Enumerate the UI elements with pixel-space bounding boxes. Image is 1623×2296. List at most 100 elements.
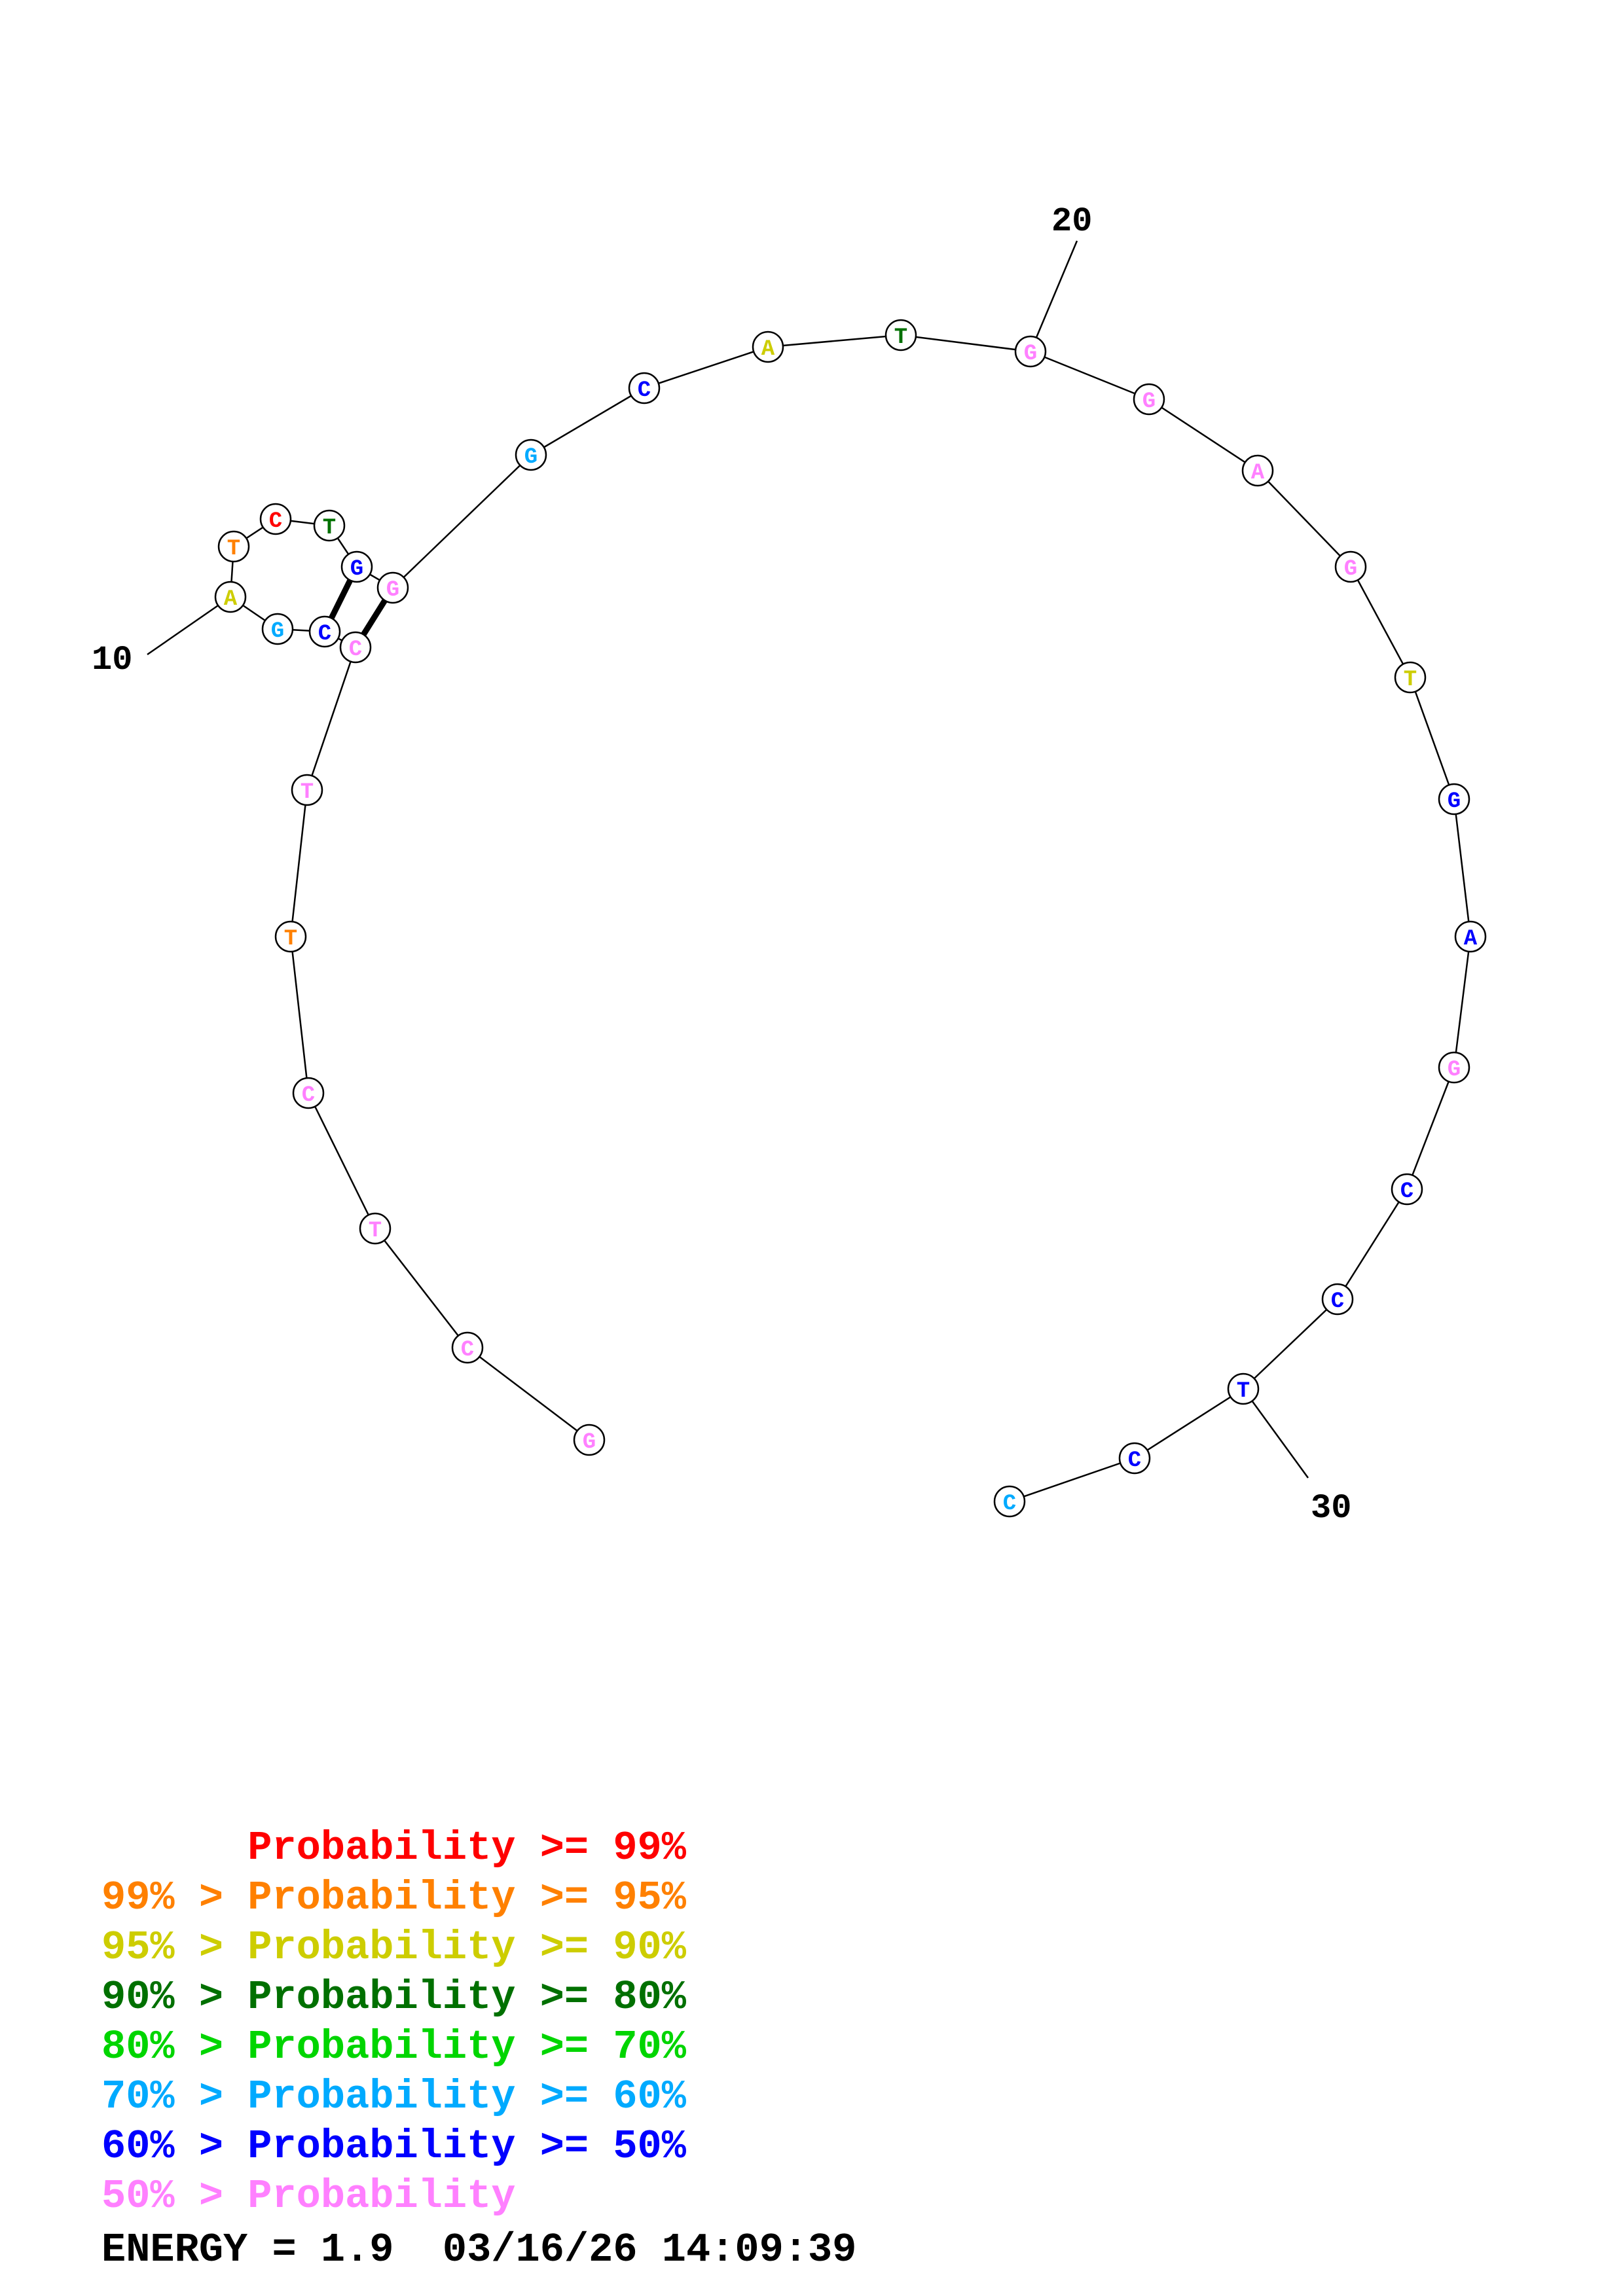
nucleotide-circle: [376, 571, 409, 604]
nucleotide: T: [291, 774, 323, 806]
backbone-segment: [289, 789, 308, 937]
backbone-segment: [306, 647, 357, 791]
nucleotide-circle: [259, 503, 292, 535]
backbone-segment: [767, 334, 902, 348]
nucleotide: T: [274, 920, 307, 953]
nucleotide: C: [628, 372, 661, 404]
nucleotide: C: [1391, 1173, 1423, 1206]
legend-row: 50% > Probability: [101, 2173, 516, 2219]
nucleotide: G: [1438, 783, 1470, 816]
nucleotide-letter: C: [1003, 1492, 1016, 1516]
energy-text: ENERGY = 1.9 03/16/26 14:09:39: [101, 2227, 857, 2273]
nucleotide-letter: T: [323, 516, 336, 541]
nucleotide: T: [884, 319, 917, 351]
nucleotide-circle: [340, 550, 373, 583]
nucleotide-letter: G: [386, 578, 399, 603]
nucleotide: G: [1334, 550, 1367, 583]
nucleotide: T: [217, 530, 250, 563]
nucleotide-letter: C: [461, 1338, 474, 1363]
nucleotide-letter: T: [227, 537, 240, 562]
nucleotide-circle: [274, 920, 307, 953]
nucleotide-letter: A: [1251, 461, 1265, 486]
nucleotide-letter: C: [302, 1083, 315, 1108]
nucleotide-letter: C: [638, 378, 651, 403]
nucleotide-circle: [1438, 783, 1470, 816]
nucleotide: G: [1438, 1051, 1470, 1084]
backbone-segment: [1243, 1299, 1338, 1390]
backbone-segment: [289, 936, 310, 1094]
nucleotide: C: [1321, 1283, 1354, 1316]
legend-row: 60% > Probability >= 50%: [101, 2123, 686, 2170]
nucleotide-circle: [573, 1424, 606, 1456]
nucleotide: T: [1394, 661, 1427, 694]
nucleotide-circle: [1438, 1051, 1470, 1084]
nucleotide-circle: [1227, 1372, 1260, 1405]
nucleotide: T: [1227, 1372, 1260, 1405]
nucleotide-circle: [1321, 1283, 1354, 1316]
nucleotide: C: [1118, 1442, 1151, 1475]
nucleotide-circle: [1394, 661, 1427, 694]
legend-row: 99% > Probability >= 95%: [101, 1874, 686, 1921]
nucleotide-circle: [214, 581, 247, 613]
nucleotide-letter: G: [1448, 789, 1461, 814]
nucleotide-letter: C: [318, 622, 331, 647]
nucleotide-letter: T: [1237, 1379, 1250, 1404]
nucleotide: A: [1454, 920, 1487, 953]
nucleotide-circle: [1133, 383, 1165, 416]
nucleotide-circle: [308, 615, 341, 648]
nucleotide-letter: T: [369, 1219, 382, 1244]
nucleotide-letter: T: [1404, 668, 1417, 692]
nucleotide-letter: T: [894, 325, 907, 350]
nucleotide: C: [308, 615, 341, 648]
nucleotide-circle: [313, 509, 346, 542]
nucleotide-circle: [752, 331, 784, 363]
nucleotide-letter: C: [1128, 1448, 1141, 1473]
nucleotide-letter: C: [269, 509, 282, 534]
nucleotide-letter: G: [1344, 557, 1357, 582]
nucleotide-circle: [217, 530, 250, 563]
nucleotide-letter: G: [524, 445, 538, 470]
backbone-segment: [1009, 1457, 1135, 1503]
legend-row: 70% > Probability >= 60%: [101, 2073, 686, 2120]
backbone-segment: [392, 454, 532, 588]
nucleotide-circle: [451, 1331, 484, 1364]
nucleotide: G: [573, 1424, 606, 1456]
nucleotide-letter: G: [271, 619, 284, 644]
backbone-segment: [1257, 470, 1351, 567]
backbone-segment: [1134, 1388, 1244, 1460]
backbone-segment: [1453, 936, 1472, 1068]
position-label: 30: [1311, 1489, 1351, 1528]
nucleotide-letter: G: [1142, 389, 1156, 414]
nucleotide-circle: [292, 1077, 325, 1109]
nucleotide-circle: [628, 372, 661, 404]
nucleotide: T: [359, 1212, 392, 1245]
nucleotide-letter: C: [1400, 1179, 1413, 1204]
nucleotide-circle: [1118, 1442, 1151, 1475]
position-tick-line: [147, 596, 231, 656]
nucleotide: A: [752, 331, 784, 363]
nucleotide: G: [340, 550, 373, 583]
nucleotide: G: [261, 613, 294, 645]
nucleotide: G: [376, 571, 409, 604]
backbone-segment: [307, 1092, 376, 1229]
nucleotide: T: [313, 509, 346, 542]
legend-row: 90% > Probability >= 80%: [101, 1974, 686, 2020]
nucleotide: C: [259, 503, 292, 535]
nucleotide-circle: [1014, 335, 1047, 368]
nucleotide: A: [1241, 454, 1274, 487]
nucleotide-circle: [1391, 1173, 1423, 1206]
nucleotide-letter: A: [1464, 927, 1478, 952]
nucleotide: C: [451, 1331, 484, 1364]
legend-row: Probability >= 99%: [101, 1825, 686, 1871]
position-label: 20: [1051, 202, 1092, 241]
legend-row: 95% > Probability >= 90%: [101, 1924, 686, 1971]
nucleotide: C: [339, 631, 372, 664]
nucleotide-circle: [993, 1485, 1026, 1518]
nucleotide: C: [993, 1485, 1026, 1518]
nucleotide-circle: [884, 319, 917, 351]
nucleotide: G: [1133, 383, 1165, 416]
backbone-segment: [644, 346, 769, 389]
position-tick-line: [1029, 240, 1078, 352]
